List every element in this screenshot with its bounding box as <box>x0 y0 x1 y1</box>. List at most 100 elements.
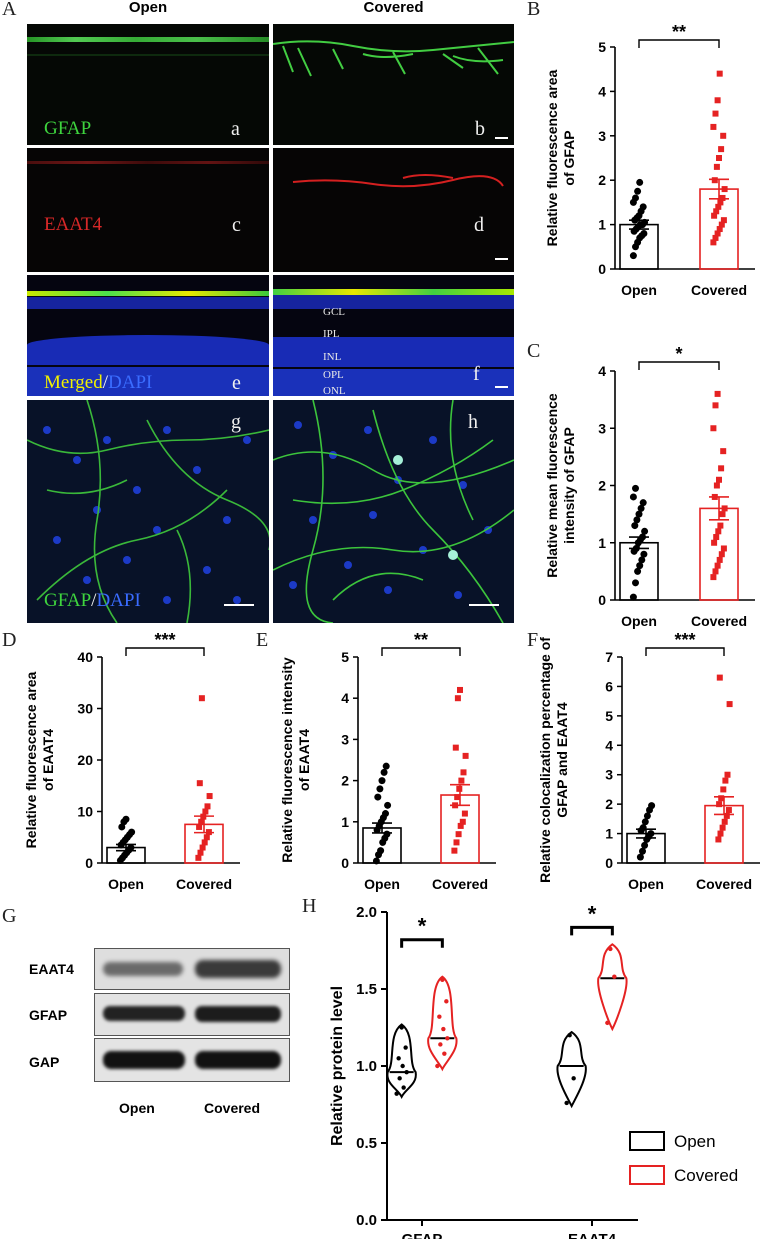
chart-eaat4-intensity: 0 1 2 3 4 5 Relative fluorescence intensity of … <box>279 630 496 892</box>
data-point <box>455 831 462 838</box>
y-tick-label: 5 <box>598 39 606 55</box>
data-point <box>718 221 725 228</box>
data-point <box>404 1069 409 1075</box>
data-point <box>453 839 460 846</box>
sublabel-e: e <box>232 372 241 394</box>
data-point <box>711 539 718 546</box>
panel-letter-g: G <box>2 905 17 927</box>
data-point <box>459 818 466 825</box>
data-point <box>196 823 203 830</box>
layer-label-onl: ONL <box>323 385 346 396</box>
significance-label: * <box>418 914 427 939</box>
data-point <box>442 1051 447 1056</box>
sublabel-f: f <box>473 363 480 385</box>
data-point <box>444 999 449 1004</box>
sublabel-b: b <box>475 118 485 140</box>
y-axis-label: Relative fluorescence area <box>544 69 560 246</box>
y-tick-label: 40 <box>77 649 93 665</box>
x-tick-label: Open <box>621 613 657 629</box>
x-tick-label: Covered <box>691 613 747 629</box>
data-point <box>629 252 637 260</box>
x-tick-label: Open <box>621 282 657 298</box>
data-point <box>204 803 211 810</box>
panel-letter-e: E <box>256 629 269 651</box>
data-point <box>725 807 732 814</box>
y-axis-label: Relative colocalization percentage of <box>537 637 553 883</box>
data-point <box>198 695 205 702</box>
data-point <box>396 1056 401 1061</box>
data-point <box>454 695 461 702</box>
data-point <box>454 794 461 801</box>
data-point <box>714 562 721 569</box>
x-tick-label: Covered <box>691 282 747 298</box>
label-separator: / <box>91 590 97 611</box>
label-gfap: GFAP <box>44 590 92 611</box>
legend-swatch <box>629 1131 665 1151</box>
data-point <box>399 1025 404 1030</box>
y-tick-label: 2 <box>341 773 349 789</box>
data-point <box>639 533 646 541</box>
data-point <box>639 824 647 832</box>
y-tick-label: 2 <box>598 172 606 188</box>
sublabel-h: h <box>468 411 478 433</box>
sublabel-g: g <box>231 411 241 433</box>
data-point <box>394 1091 399 1096</box>
label-dapi: DAPI <box>96 590 141 611</box>
micrograph-eaat4-covered: d <box>273 148 514 272</box>
data-point <box>383 830 391 838</box>
data-point <box>632 484 639 492</box>
data-point <box>639 203 647 211</box>
y-axis-label: of GFAP <box>561 130 577 185</box>
significance-bracket <box>125 647 205 656</box>
y-tick-label: 1.0 <box>356 1058 377 1075</box>
data-point <box>715 203 722 210</box>
chart-gfap-area: 0 1 2 3 4 5 Relative fluorescence area of GFAP O… <box>544 22 755 298</box>
y-tick-label: 0.5 <box>356 1135 377 1152</box>
data-point <box>713 534 720 541</box>
y-tick-label: 4 <box>598 363 606 379</box>
y-tick-label: 0 <box>85 855 93 871</box>
micrograph-gfap-open: GFAP a <box>27 24 269 145</box>
data-point <box>440 977 445 982</box>
data-point <box>128 828 136 836</box>
y-tick-label: 10 <box>77 804 93 820</box>
micrograph-gfap-dapi-covered: h <box>273 400 514 623</box>
data-point <box>712 402 719 409</box>
data-point <box>724 771 731 778</box>
data-point <box>380 768 388 776</box>
data-point <box>715 528 722 535</box>
scale-bar <box>495 386 508 388</box>
data-point <box>723 812 730 819</box>
data-point <box>122 815 130 823</box>
layer-label-gcl: GCL <box>323 306 345 318</box>
data-point <box>719 511 726 518</box>
x-tick-label: Covered <box>696 876 752 892</box>
layer-label-ipl: IPL <box>323 328 340 340</box>
x-tick-label: Open <box>628 876 664 892</box>
y-tick-label: 20 <box>77 752 93 768</box>
data-point <box>712 568 719 575</box>
data-point <box>452 744 459 751</box>
data-point <box>382 762 390 770</box>
y-tick-label: 4 <box>605 737 613 753</box>
layer-label-inl: INL <box>323 351 342 363</box>
data-point <box>641 818 649 826</box>
data-point <box>721 505 728 512</box>
data-point <box>726 701 733 708</box>
x-tick-label: Covered <box>176 876 232 892</box>
data-point <box>195 854 202 861</box>
data-point <box>460 769 467 776</box>
y-tick-label: 4 <box>341 690 349 706</box>
data-point <box>641 218 649 226</box>
data-point <box>640 229 648 237</box>
y-tick-label: 1 <box>598 217 606 233</box>
data-point <box>640 550 648 558</box>
significance-bracket <box>638 361 720 370</box>
data-point <box>374 793 382 801</box>
data-point <box>643 812 651 820</box>
panel-letter-b: B <box>527 0 541 20</box>
significance-bracket <box>400 938 444 948</box>
label-merged: Merged <box>44 372 103 393</box>
data-point <box>452 802 459 809</box>
data-point <box>438 1042 443 1047</box>
